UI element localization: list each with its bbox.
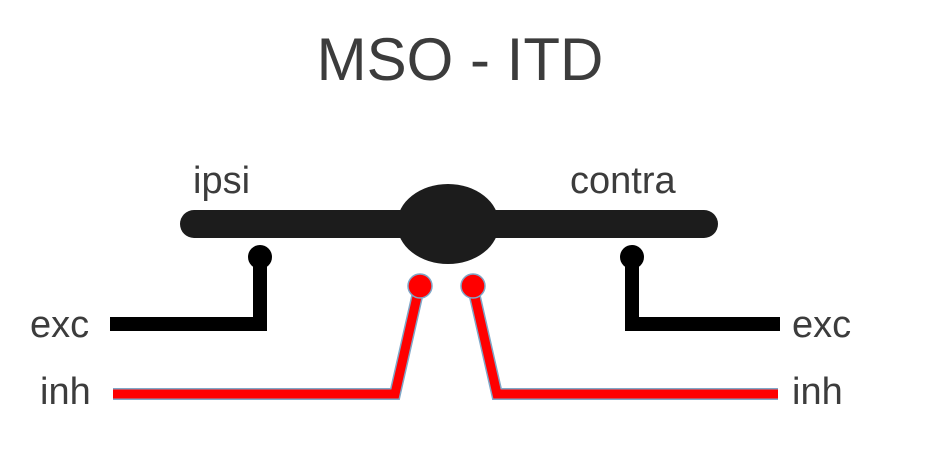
inh-synapse-right — [460, 273, 486, 299]
exc-label-left: exc — [30, 304, 89, 346]
exc-axon-right — [625, 260, 780, 331]
exc-axon-left — [110, 260, 267, 331]
contra-label: contra — [570, 160, 676, 202]
exc-synapse-left — [248, 245, 272, 269]
inh-axon-right — [468, 287, 778, 399]
inh-label-left: inh — [40, 371, 91, 413]
inh-label-right: inh — [792, 371, 843, 413]
inh-synapse-left — [407, 273, 433, 299]
ipsi-label: ipsi — [193, 160, 250, 202]
inh-axon-left — [113, 287, 424, 399]
soma — [397, 184, 499, 264]
diagram-title: MSO - ITD — [317, 26, 604, 93]
exc-synapse-right — [620, 245, 644, 269]
exc-label-right: exc — [792, 304, 851, 346]
